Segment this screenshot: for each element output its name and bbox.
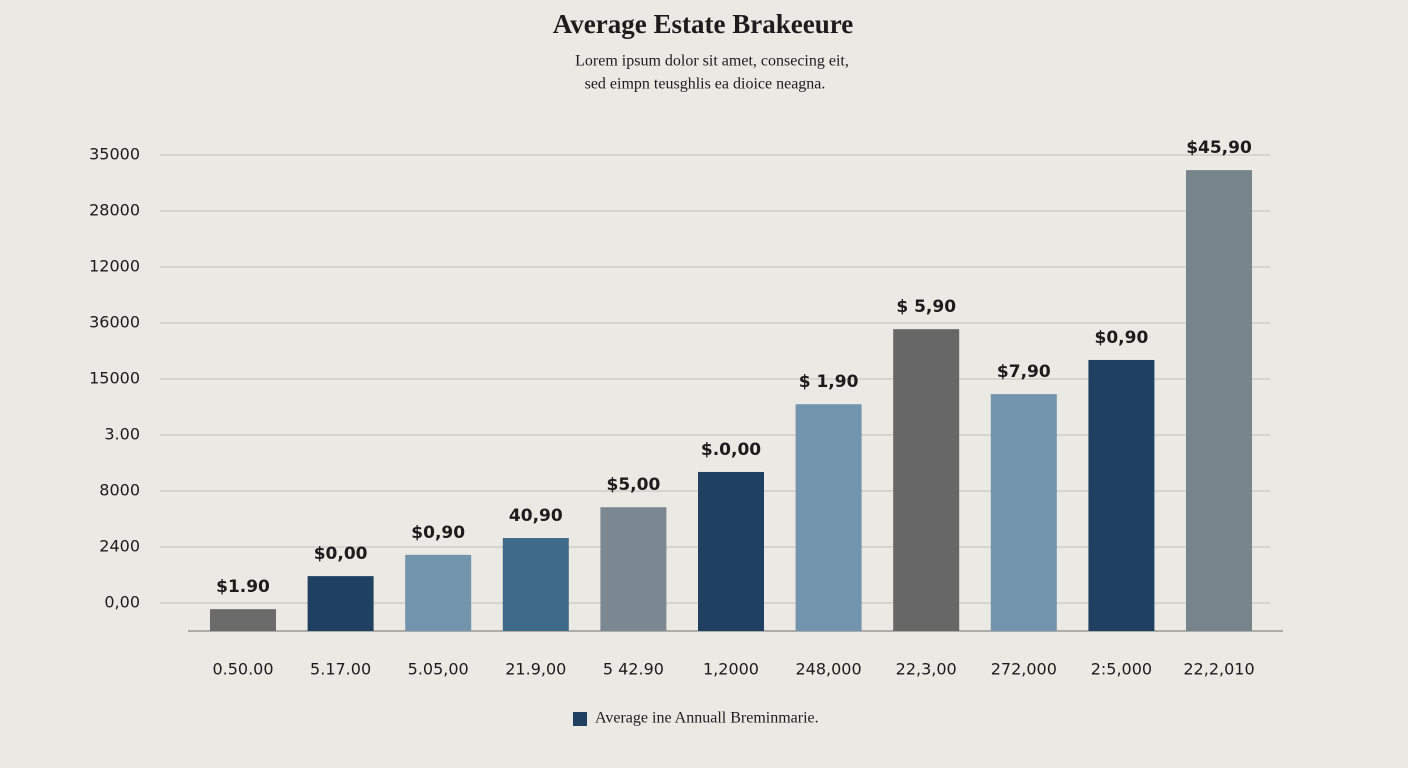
- bar: [1186, 170, 1252, 631]
- x-tick-label: 22,2,010: [1183, 660, 1254, 679]
- value-label: $ 1,90: [799, 372, 859, 392]
- x-tick-label: 5.17.00: [310, 660, 371, 679]
- bar: [1088, 359, 1155, 631]
- value-label: $1.90: [216, 577, 270, 597]
- y-tick-label: 3.00: [104, 425, 140, 444]
- bar: [600, 507, 667, 631]
- bar: [893, 329, 960, 631]
- x-tick-label: 21.9,00: [505, 660, 566, 679]
- bar: [795, 404, 862, 631]
- x-tick-label: 22,3,00: [896, 660, 957, 679]
- value-label: $ 5,90: [896, 297, 956, 317]
- y-tick-label: 36000: [89, 313, 140, 332]
- bar: [502, 538, 569, 631]
- subtitle: Lorem ipsum dolor sit amet, consecing ei…: [575, 53, 849, 70]
- y-tick-label: 0,00: [104, 593, 140, 612]
- legend-label: Average ine Annuall Breminmarie.: [595, 710, 819, 727]
- y-tick-label: 12000: [89, 257, 140, 276]
- x-tick-label: 2:5,000: [1091, 660, 1152, 679]
- x-tick-label: 248,000: [796, 660, 862, 679]
- y-tick-label: 35000: [89, 145, 140, 164]
- y-tick-label: 2400: [99, 537, 140, 556]
- y-tick-label: 8000: [99, 481, 140, 500]
- x-tick-label: 272,000: [991, 660, 1057, 679]
- bar: [210, 609, 276, 631]
- x-tick-label: 0.50.00: [212, 660, 273, 679]
- value-label: $0,00: [314, 544, 368, 564]
- x-tick-label: 1,2000: [703, 660, 759, 679]
- y-tick-label: 15000: [89, 369, 140, 388]
- bar: [405, 554, 472, 631]
- bar: [698, 471, 764, 631]
- y-tick-label: 28000: [89, 201, 140, 220]
- value-label: 40,90: [509, 506, 563, 526]
- chart-title: Average Estate Brakeeure: [553, 9, 853, 39]
- x-tick-label: 5 42.90: [603, 660, 664, 679]
- value-label: $45,90: [1186, 138, 1252, 158]
- x-tick-label: 5.05,00: [408, 660, 469, 679]
- value-label: $7,90: [997, 362, 1051, 382]
- value-label: $5,00: [607, 475, 661, 495]
- value-label: $0,90: [1095, 328, 1149, 348]
- bar: [307, 576, 374, 631]
- legend-swatch: [573, 712, 587, 726]
- bar: [990, 394, 1057, 631]
- value-label: $.0,00: [701, 440, 761, 460]
- subtitle: sed eimpn teusghlis ea dioice neagna.: [585, 76, 826, 93]
- value-label: $0,90: [411, 523, 465, 543]
